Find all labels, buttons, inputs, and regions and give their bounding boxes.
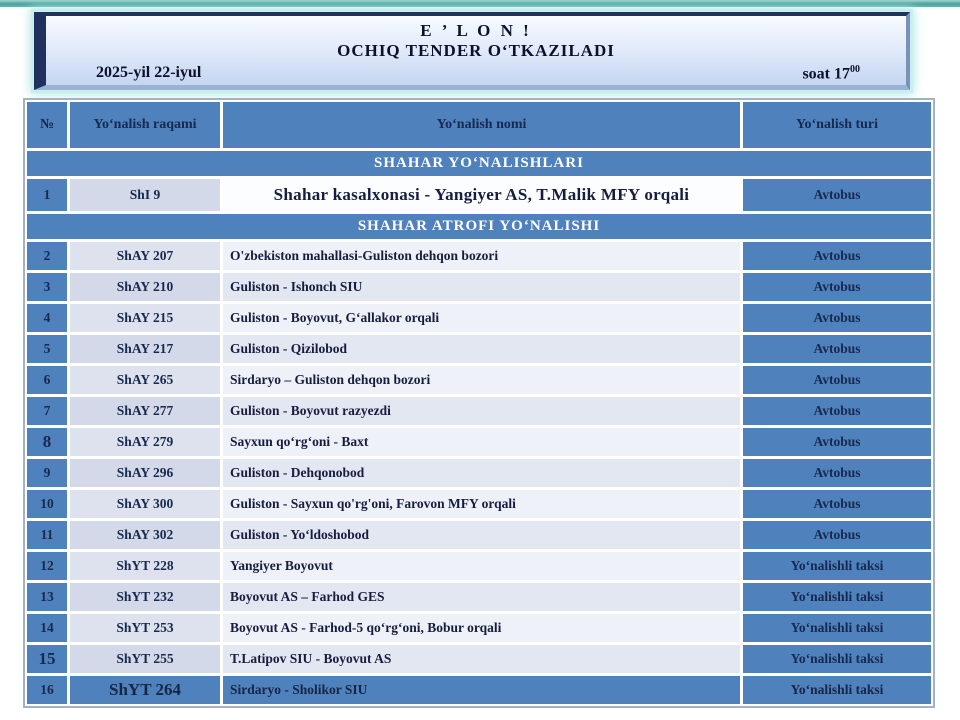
banner-date: 2025-yil 22-iyul [96, 64, 202, 81]
cell-route-type: Yoʻnalishli taksi [743, 645, 931, 673]
cell-route-code: ShAY 277 [70, 397, 220, 425]
header-route-name: Yoʻnalish nomi [223, 102, 740, 148]
cell-route-name: Boyovut AS – Farhod GES [223, 583, 740, 611]
cell-number: 9 [27, 459, 67, 487]
cell-route-name: Guliston - Dehqonobod [223, 459, 740, 487]
cell-number: 6 [27, 366, 67, 394]
cell-route-code: ShYT 228 [70, 552, 220, 580]
cell-route-type: Avtobus [743, 459, 931, 487]
cell-route-name: O'zbekiston mahallasi-Guliston dehqon bo… [223, 242, 740, 270]
table-row: 11 ShAY 302 Guliston - Yoʻldoshobod Avto… [27, 521, 931, 549]
cell-route-type: Avtobus [743, 179, 931, 211]
banner-time: soat 1700 [802, 64, 860, 83]
banner-subtitle: OCHIQ TENDER OʻTKAZILADI [337, 41, 615, 60]
cell-number: 12 [27, 552, 67, 580]
table-row: 9 ShAY 296 Guliston - Dehqonobod Avtobus [27, 459, 931, 487]
cell-route-name: Sayxun qoʻrgʻoni - Baxt [223, 428, 740, 456]
cell-number: 10 [27, 490, 67, 518]
table-row: 10 ShAY 300 Guliston - Sayxun qo'rg'oni,… [27, 490, 931, 518]
table-row: 1 ShI 9 Shahar kasalxonasi - Yangiyer AS… [27, 179, 931, 211]
cell-route-name: Yangiyer Boyovut [223, 552, 740, 580]
cell-number: 8 [27, 428, 67, 456]
cell-number: 14 [27, 614, 67, 642]
table-row: 5 ShAY 217 Guliston - Qizilobod Avtobus [27, 335, 931, 363]
cell-route-code: ShYT 255 [70, 645, 220, 673]
cell-route-code: ShAY 217 [70, 335, 220, 363]
top-accent-bar [0, 0, 960, 7]
banner-time-superscript: 00 [850, 64, 860, 75]
cell-number: 2 [27, 242, 67, 270]
banner-time-text: soat 17 [802, 65, 850, 83]
cell-number: 5 [27, 335, 67, 363]
cell-number: 16 [27, 676, 67, 704]
table-body: SHAHAR YOʻNALISHLARI 1 ShI 9 Shahar kasa… [27, 151, 931, 704]
cell-number: 1 [27, 179, 67, 211]
cell-route-type: Yoʻnalishli taksi [743, 676, 931, 704]
table-row: 13 ShYT 232 Boyovut AS – Farhod GES Yoʻn… [27, 583, 931, 611]
cell-route-name: Guliston - Yoʻldoshobod [223, 521, 740, 549]
cell-route-name: Guliston - Boyovut razyezdi [223, 397, 740, 425]
cell-route-code: ShAY 210 [70, 273, 220, 301]
cell-route-code: ShAY 279 [70, 428, 220, 456]
cell-number: 13 [27, 583, 67, 611]
banner-date-time-row: 2025-yil 22-iyul soat 1700 [46, 61, 906, 83]
header-number: № [27, 102, 67, 148]
cell-route-name: Guliston - Ishonch SIU [223, 273, 740, 301]
cell-route-type: Avtobus [743, 428, 931, 456]
cell-route-name: T.Latipov SIU - Boyovut AS [223, 645, 740, 673]
table-row: 2 ShAY 207 O'zbekiston mahallasi-Gulisto… [27, 242, 931, 270]
cell-route-code: ShI 9 [70, 179, 220, 211]
cell-route-code: ShYT 264 [70, 676, 220, 704]
section-header: SHAHAR YOʻNALISHLARI [27, 151, 931, 176]
table-row: 15 ShYT 255 T.Latipov SIU - Boyovut AS Y… [27, 645, 931, 673]
cell-route-name: Guliston - Sayxun qo'rg'oni, Farovon MFY… [223, 490, 740, 518]
cell-route-name: Guliston - Boyovut, Gʻallakor orqali [223, 304, 740, 332]
cell-route-type: Avtobus [743, 304, 931, 332]
cell-route-type: Yoʻnalishli taksi [743, 583, 931, 611]
table-row: 4 ShAY 215 Guliston - Boyovut, Gʻallakor… [27, 304, 931, 332]
routes-table: № Yoʻnalish raqami Yoʻnalish nomi Yoʻnal… [23, 98, 935, 708]
cell-route-type: Avtobus [743, 397, 931, 425]
cell-route-code: ShYT 232 [70, 583, 220, 611]
cell-number: 7 [27, 397, 67, 425]
cell-route-code: ShAY 207 [70, 242, 220, 270]
cell-route-code: ShAY 296 [70, 459, 220, 487]
table-row: 14 ShYT 253 Boyovut AS - Farhod-5 qoʻrgʻ… [27, 614, 931, 642]
cell-route-type: Avtobus [743, 273, 931, 301]
header-route-type: Yoʻnalish turi [743, 102, 931, 148]
table-row: 8 ShAY 279 Sayxun qoʻrgʻoni - Baxt Avtob… [27, 428, 931, 456]
cell-route-type: Avtobus [743, 366, 931, 394]
cell-route-code: ShYT 253 [70, 614, 220, 642]
cell-route-code: ShAY 300 [70, 490, 220, 518]
section-header: SHAHAR ATROFI YOʻNALISHI [27, 214, 931, 239]
cell-route-name: Sirdaryo – Guliston dehqon bozori [223, 366, 740, 394]
announcement-banner: E ’ L O N ! OCHIQ TENDER OʻTKAZILADI 202… [34, 12, 910, 90]
cell-route-name: Boyovut AS - Farhod-5 qoʻrgʻoni, Bobur o… [223, 614, 740, 642]
cell-route-type: Yoʻnalishli taksi [743, 614, 931, 642]
cell-route-type: Yoʻnalishli taksi [743, 552, 931, 580]
cell-route-code: ShAY 265 [70, 366, 220, 394]
banner-title: E ’ L O N ! [420, 21, 532, 40]
cell-route-name: Shahar kasalxonasi - Yangiyer AS, T.Mali… [223, 179, 740, 211]
table-row: 7 ShAY 277 Guliston - Boyovut razyezdi A… [27, 397, 931, 425]
cell-route-code: ShAY 215 [70, 304, 220, 332]
cell-route-code: ShAY 302 [70, 521, 220, 549]
table-header-row: № Yoʻnalish raqami Yoʻnalish nomi Yoʻnal… [27, 102, 931, 148]
cell-number: 4 [27, 304, 67, 332]
table-row: 16 ShYT 264 Sirdaryo - Sholikor SIU Yoʻn… [27, 676, 931, 704]
cell-route-name: Sirdaryo - Sholikor SIU [223, 676, 740, 704]
cell-route-type: Avtobus [743, 242, 931, 270]
cell-route-type: Avtobus [743, 335, 931, 363]
table-row: 6 ShAY 265 Sirdaryo – Guliston dehqon bo… [27, 366, 931, 394]
cell-route-type: Avtobus [743, 521, 931, 549]
cell-number: 3 [27, 273, 67, 301]
cell-number: 11 [27, 521, 67, 549]
cell-number: 15 [27, 645, 67, 673]
header-route-code: Yoʻnalish raqami [70, 102, 220, 148]
table-row: 12 ShYT 228 Yangiyer Boyovut Yoʻnalishli… [27, 552, 931, 580]
table-row: 3 ShAY 210 Guliston - Ishonch SIU Avtobu… [27, 273, 931, 301]
cell-route-type: Avtobus [743, 490, 931, 518]
cell-route-name: Guliston - Qizilobod [223, 335, 740, 363]
